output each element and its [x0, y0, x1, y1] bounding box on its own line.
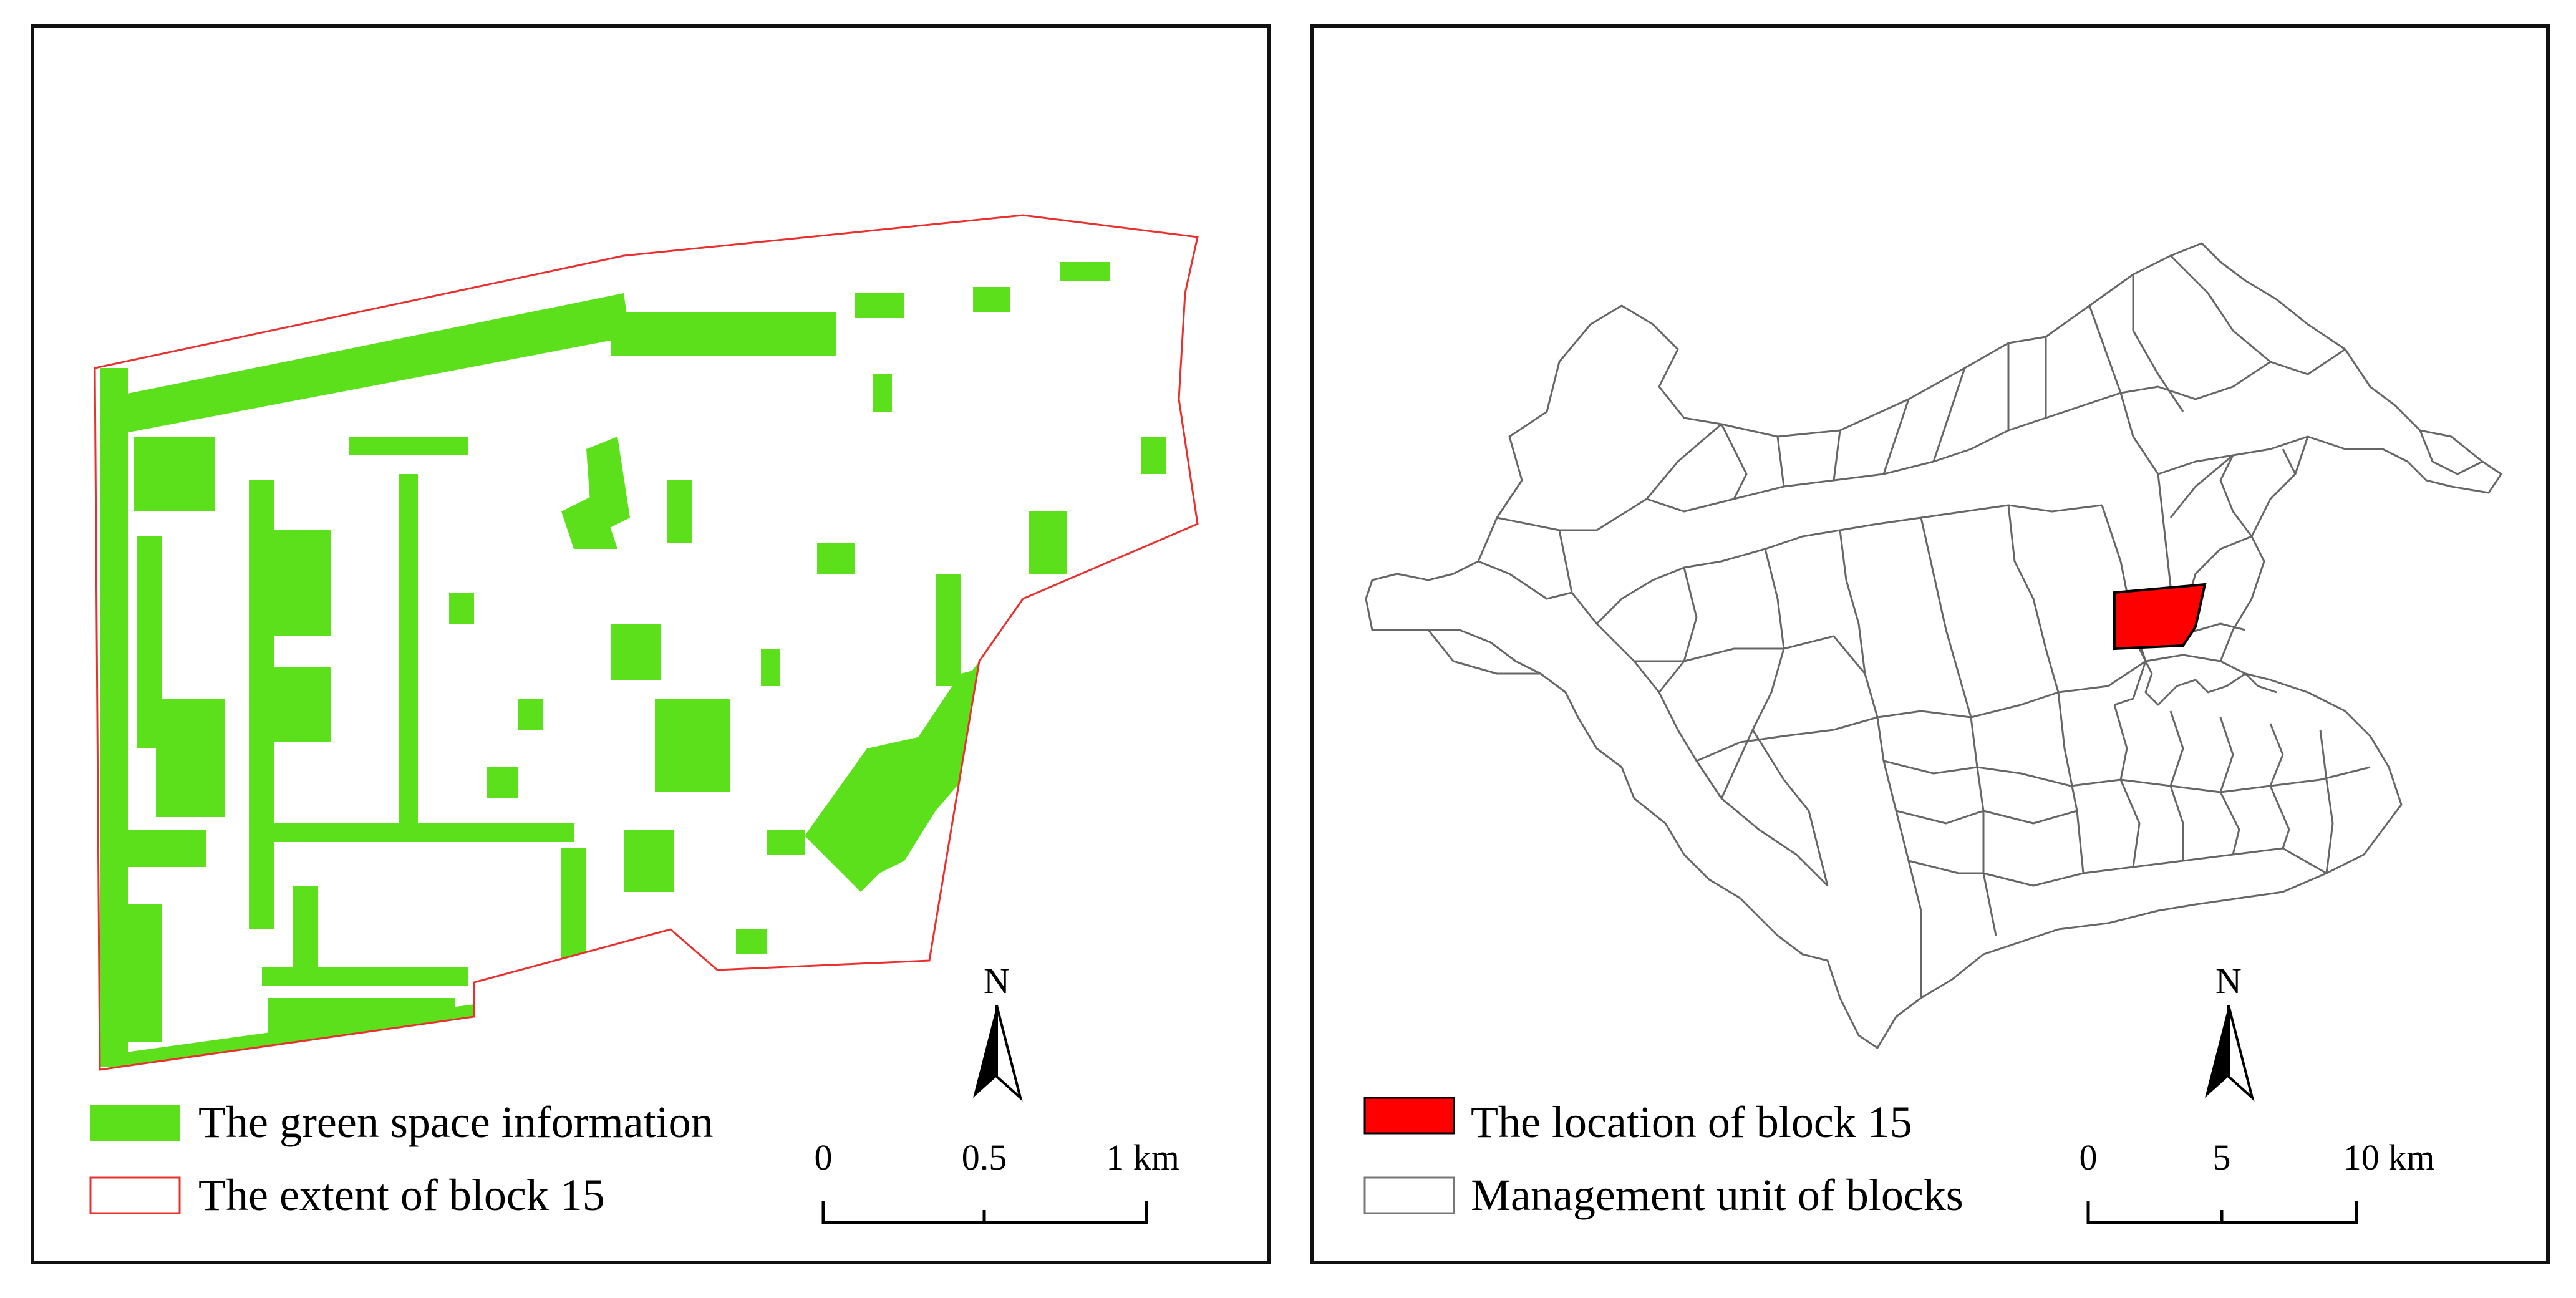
legend-left: The green space information The extent o… — [89, 1097, 714, 1220]
north-arrow-right: N — [2205, 961, 2255, 1102]
right-panel-frame — [1310, 24, 2550, 1264]
legend-right: The location of block 15 Management unit… — [1363, 1097, 1963, 1220]
green-space-map — [94, 214, 1199, 1071]
management-units-map — [1365, 242, 2502, 1049]
legend-extent-swatch — [89, 1176, 181, 1214]
scale-right-line — [2086, 1201, 2358, 1224]
left-panel: N The green space information The extent… — [31, 24, 1271, 1264]
scale-right-tick-0: 0 — [2080, 1137, 2098, 1178]
legend-management-label: Management unit of blocks — [1471, 1170, 1963, 1220]
scale-right-tick-1: 5 — [2213, 1137, 2231, 1178]
district-outline — [1365, 242, 2502, 1049]
legend-green-label: The green space information — [198, 1097, 714, 1147]
harbour-coast — [2138, 430, 2483, 706]
north-arrow-left-dark — [973, 1005, 997, 1098]
legend-green-swatch — [90, 1105, 180, 1141]
unit-boundaries — [1427, 254, 2371, 998]
north-arrow-left: N — [973, 961, 1023, 1102]
north-arrow-right-light — [2227, 1005, 2255, 1102]
scale-left-tick-0: 0 — [815, 1137, 833, 1178]
legend-location-label: The location of block 15 — [1471, 1097, 1912, 1147]
scale-left-tick-2: 1 km — [1106, 1137, 1179, 1178]
legend-location-swatch — [1363, 1097, 1455, 1135]
north-arrow-right-dark — [2205, 1005, 2229, 1098]
scale-bar-left: 0 0.5 1 km — [815, 1137, 1179, 1224]
legend-extent-label: The extent of block 15 — [198, 1170, 605, 1220]
scale-left-line — [821, 1201, 1148, 1224]
green-patches — [100, 262, 1166, 1067]
north-label-right: N — [2215, 961, 2242, 1001]
north-label-left: N — [984, 961, 1010, 1001]
block-15-location — [2113, 583, 2207, 651]
legend-management-swatch — [1363, 1176, 1455, 1214]
right-panel: N The location of block 15 Management un… — [1310, 24, 2550, 1264]
scale-right-tick-2: 10 km — [2343, 1137, 2435, 1178]
scale-left-tick-1: 0.5 — [962, 1137, 1007, 1178]
scale-bar-right: 0 5 10 km — [2080, 1137, 2435, 1224]
block-15-extent — [94, 214, 1199, 1071]
north-arrow-left-light — [995, 1005, 1023, 1102]
